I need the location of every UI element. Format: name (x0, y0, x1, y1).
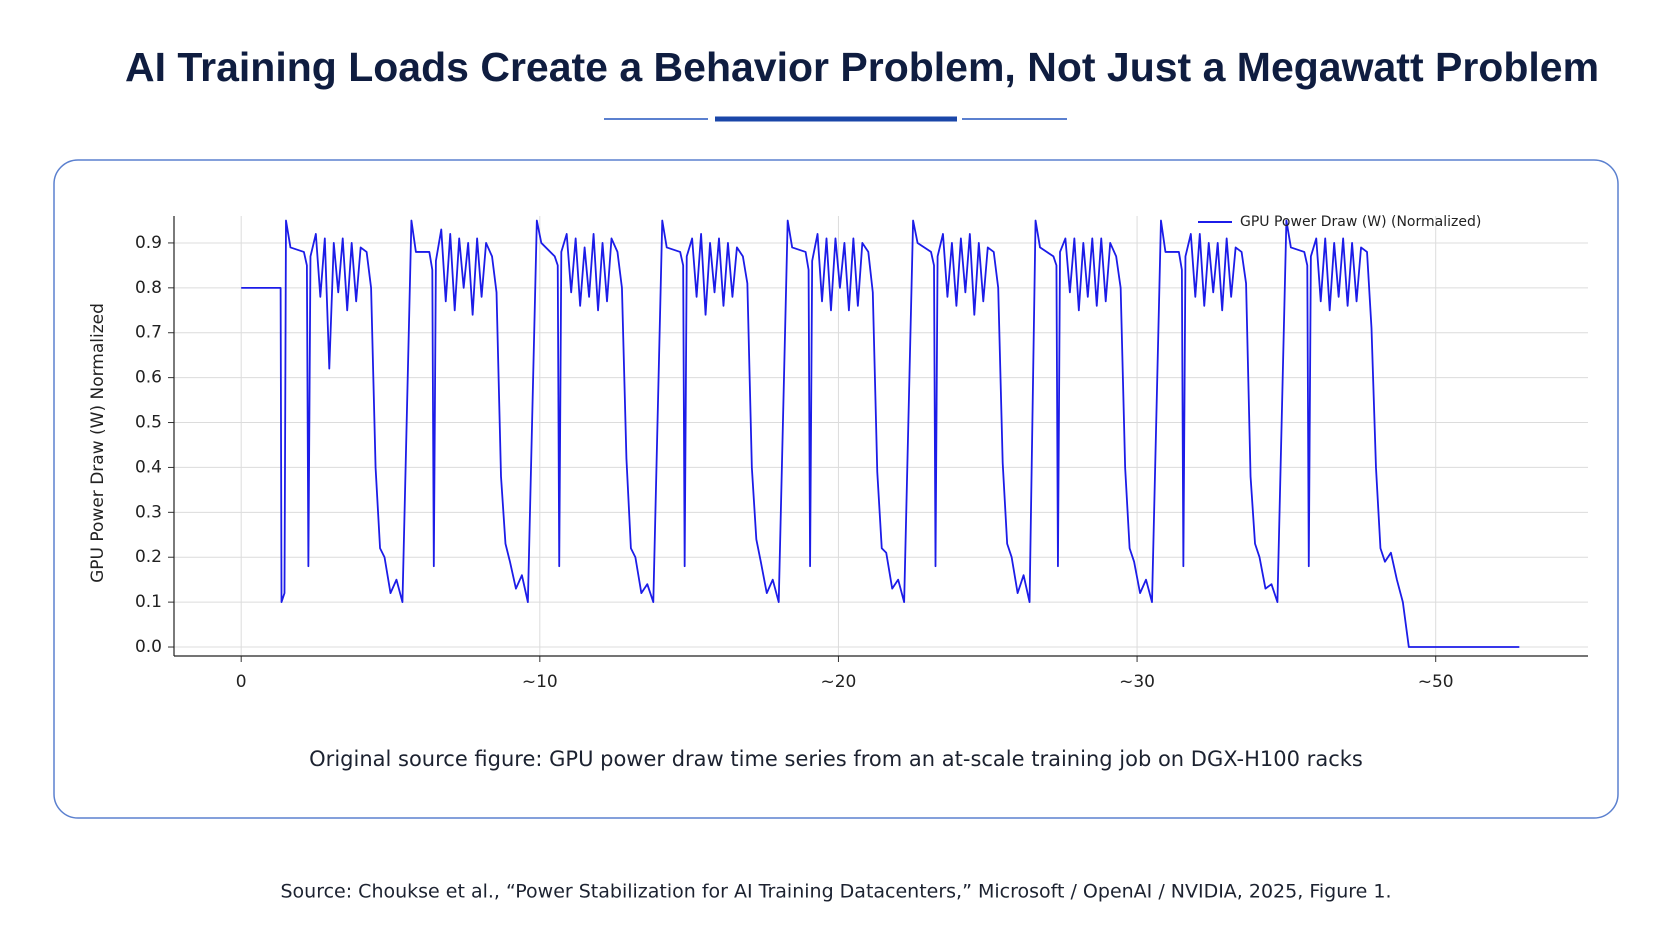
slide-title: AI Training Loads Create a Behavior Prob… (125, 44, 1599, 90)
figure-caption: Original source figure: GPU power draw t… (309, 747, 1363, 771)
y-tick-label: 0.9 (135, 233, 162, 253)
x-tick-label: ~20 (821, 672, 857, 692)
source-note: Source: Choukse et al., “Power Stabiliza… (280, 881, 1391, 903)
legend-label: GPU Power Draw (W) (Normalized) (1240, 214, 1481, 230)
plot-area: 0.0 0.1 0.2 0.3 0.4 0.5 0.6 0.7 0.8 0.9 0 ~10 ~20 ~30… (135, 214, 1588, 692)
x-tick-label: 0 (236, 672, 247, 692)
y-tick-label: 0.1 (135, 592, 162, 612)
figure-card (53, 159, 1619, 819)
x-tick-label: ~30 (1119, 672, 1155, 692)
y-tick-label: 0.5 (135, 413, 162, 433)
x-tick-label: ~10 (522, 672, 558, 692)
y-tick-label: 0.3 (135, 502, 162, 522)
y-tick-label: 0.6 (135, 368, 162, 388)
y-tick-label: 0.2 (135, 547, 162, 567)
y-tick-label: 0.8 (135, 278, 162, 298)
y-axis-label: GPU Power Draw (W) Normalized (88, 303, 108, 583)
y-tick-label: 0.0 (135, 637, 162, 657)
y-tick-label: 0.4 (135, 457, 162, 477)
x-tick-label: ~50 (1418, 672, 1454, 692)
y-tick-label: 0.7 (135, 323, 162, 343)
data-line (241, 219, 1520, 648)
